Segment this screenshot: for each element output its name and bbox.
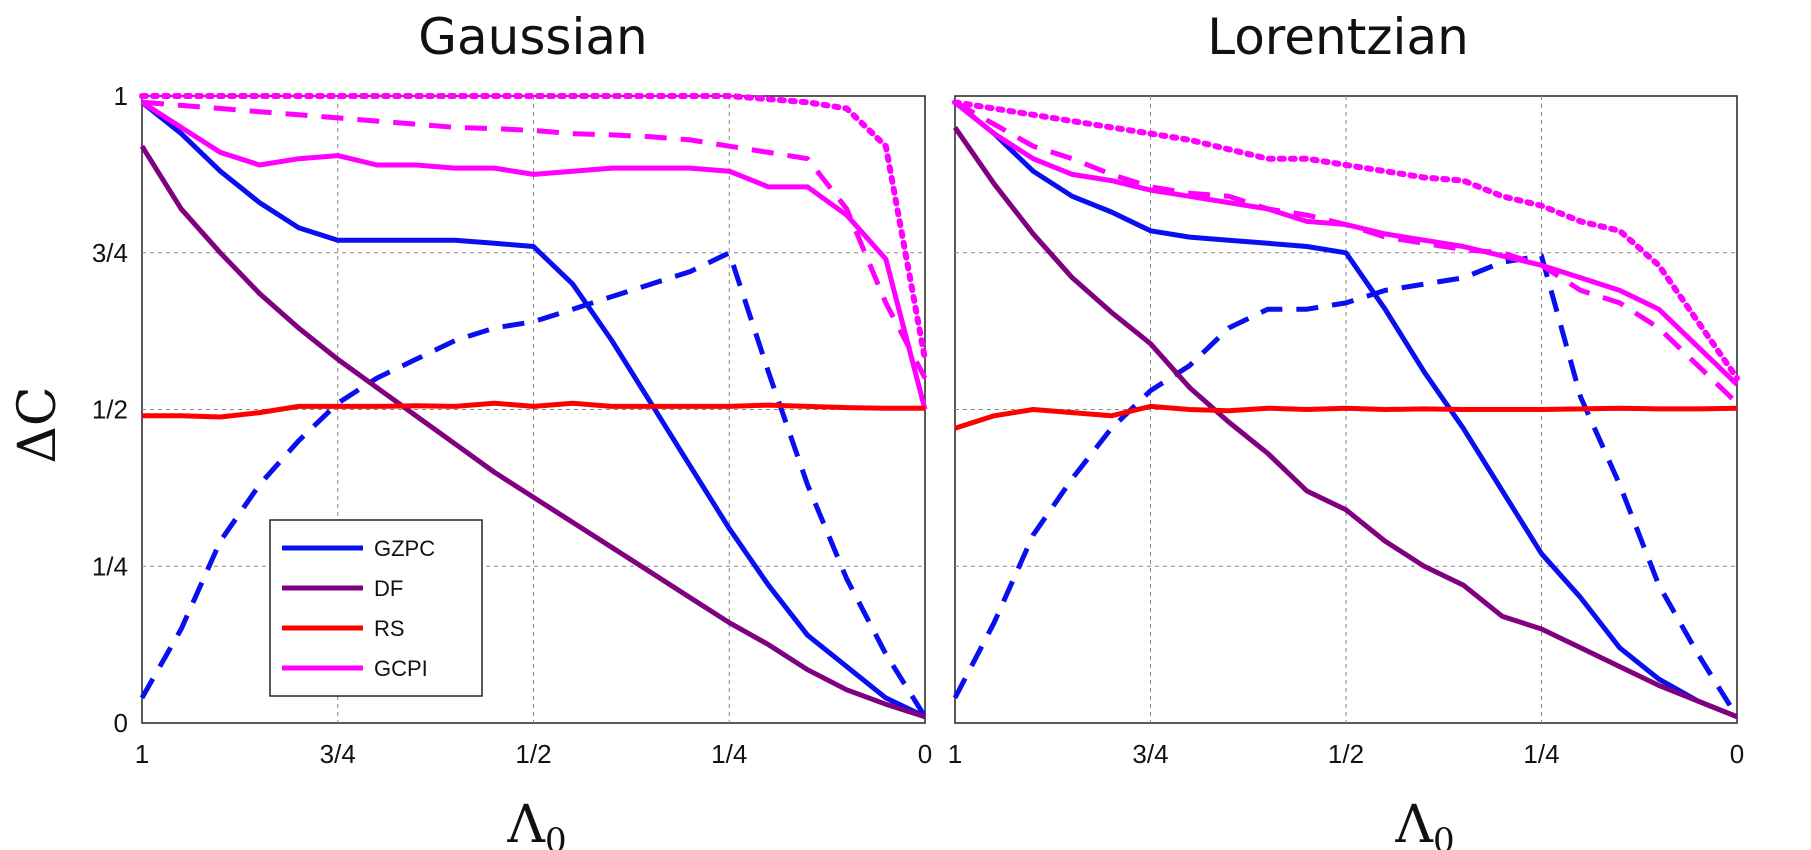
lorentzian-x-axis-label-text: Λ xyxy=(1394,795,1434,850)
gaussian-x-tick-2: 1/2 xyxy=(515,739,551,769)
legend: GZPC DF RS GCPI xyxy=(269,519,483,697)
gaussian-x-axis-label: Λ0 xyxy=(506,795,566,850)
gaussian-series-gzpc-dashed xyxy=(139,250,928,719)
gaussian-series-df-solid xyxy=(139,144,926,720)
legend-label-rs: RS xyxy=(374,616,405,641)
lorentzian-x-tick-1: 3/4 xyxy=(1132,739,1168,769)
gaussian-x-tick-4: 0 xyxy=(918,739,932,769)
gaussian-title: Gaussian xyxy=(418,8,647,66)
gaussian-y-tick-2: 1/2 xyxy=(92,395,128,425)
lorentzian-series-gzpc-solid xyxy=(953,100,1738,720)
gaussian-series-group xyxy=(139,93,928,720)
gaussian-x-axis-label-text: Λ xyxy=(506,795,546,850)
gaussian-y-tick-4: 1 xyxy=(114,81,128,111)
gaussian-y-ticks: 0 1/4 1/2 3/4 1 xyxy=(92,81,128,738)
legend-label-gcpi: GCPI xyxy=(374,656,428,681)
lorentzian-title: Lorentzian xyxy=(1207,8,1469,66)
lorentzian-series-gcpi-dotted xyxy=(952,99,1740,382)
lorentzian-series-gzpc-dashed xyxy=(952,253,1740,719)
gaussian-series-gzpc-solid xyxy=(140,100,927,719)
lorentzian-series-group xyxy=(952,99,1740,720)
lorentzian-x-ticks: 1 3/4 1/2 1/4 0 xyxy=(948,739,1744,769)
legend-label-gzpc: GZPC xyxy=(374,536,435,561)
gaussian-y-tick-0: 0 xyxy=(114,708,128,738)
lorentzian-series-gcpi-dashed xyxy=(953,100,1739,406)
axis-subscript: 0 xyxy=(545,821,567,850)
gaussian-series-gcpi-solid xyxy=(140,100,928,411)
legend-label-df: DF xyxy=(374,576,403,601)
y-axis-label: ΔC xyxy=(8,386,68,463)
axis-subscript: 0 xyxy=(1433,821,1455,850)
gaussian-series-gcpi-dotted xyxy=(139,93,928,363)
gaussian-x-tick-1: 3/4 xyxy=(320,739,356,769)
gaussian-y-tick-3: 3/4 xyxy=(92,238,128,268)
gaussian-y-tick-1: 1/4 xyxy=(92,551,128,581)
lorentzian-series-rs-solid xyxy=(954,403,1738,431)
lorentzian-x-tick-4: 0 xyxy=(1730,739,1744,769)
gaussian-series-gcpi-dashed xyxy=(141,99,928,380)
lorentzian-panel: 1 3/4 1/2 1/4 0 Lorentzian Λ0 xyxy=(948,8,1744,850)
lorentzian-series-df-solid xyxy=(952,125,1738,720)
gaussian-x-ticks: 1 3/4 1/2 1/4 0 xyxy=(135,739,932,769)
lorentzian-x-tick-0: 1 xyxy=(948,739,962,769)
lorentzian-x-axis-label: Λ0 xyxy=(1394,795,1454,850)
gaussian-series-rs-solid xyxy=(142,400,925,420)
lorentzian-x-tick-2: 1/2 xyxy=(1328,739,1364,769)
lorentzian-x-tick-3: 1/4 xyxy=(1523,739,1559,769)
gaussian-x-tick-0: 1 xyxy=(135,739,149,769)
gaussian-panel: 01/41/23/41 1 3/4 1/2 1/4 0 Gaussian Λ0 ΔC G… xyxy=(8,8,932,850)
gaussian-x-tick-3: 1/4 xyxy=(711,739,747,769)
